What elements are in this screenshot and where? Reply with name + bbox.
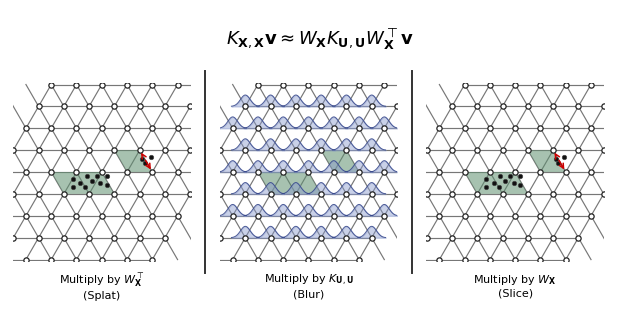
- Text: Multiply by $K_{\mathbf{U},\mathbf{U}}$
(Blur): Multiply by $K_{\mathbf{U},\mathbf{U}}$ …: [264, 273, 353, 299]
- Polygon shape: [258, 172, 321, 194]
- Polygon shape: [528, 150, 566, 172]
- Polygon shape: [465, 172, 528, 194]
- Polygon shape: [51, 172, 115, 194]
- Text: $K_{\mathbf{X},\mathbf{X}}\mathbf{v} \approx W_{\mathbf{X}} K_{\mathbf{U},\mathb: $K_{\mathbf{X},\mathbf{X}}\mathbf{v} \ap…: [226, 27, 414, 52]
- Text: Multiply by $W_{\mathbf{X}}$
(Slice): Multiply by $W_{\mathbf{X}}$ (Slice): [474, 273, 557, 299]
- Polygon shape: [115, 150, 152, 172]
- Polygon shape: [321, 150, 359, 172]
- Text: Multiply by $W_{\mathbf{X}}^\top$
(Splat): Multiply by $W_{\mathbf{X}}^\top$ (Splat…: [59, 272, 145, 301]
